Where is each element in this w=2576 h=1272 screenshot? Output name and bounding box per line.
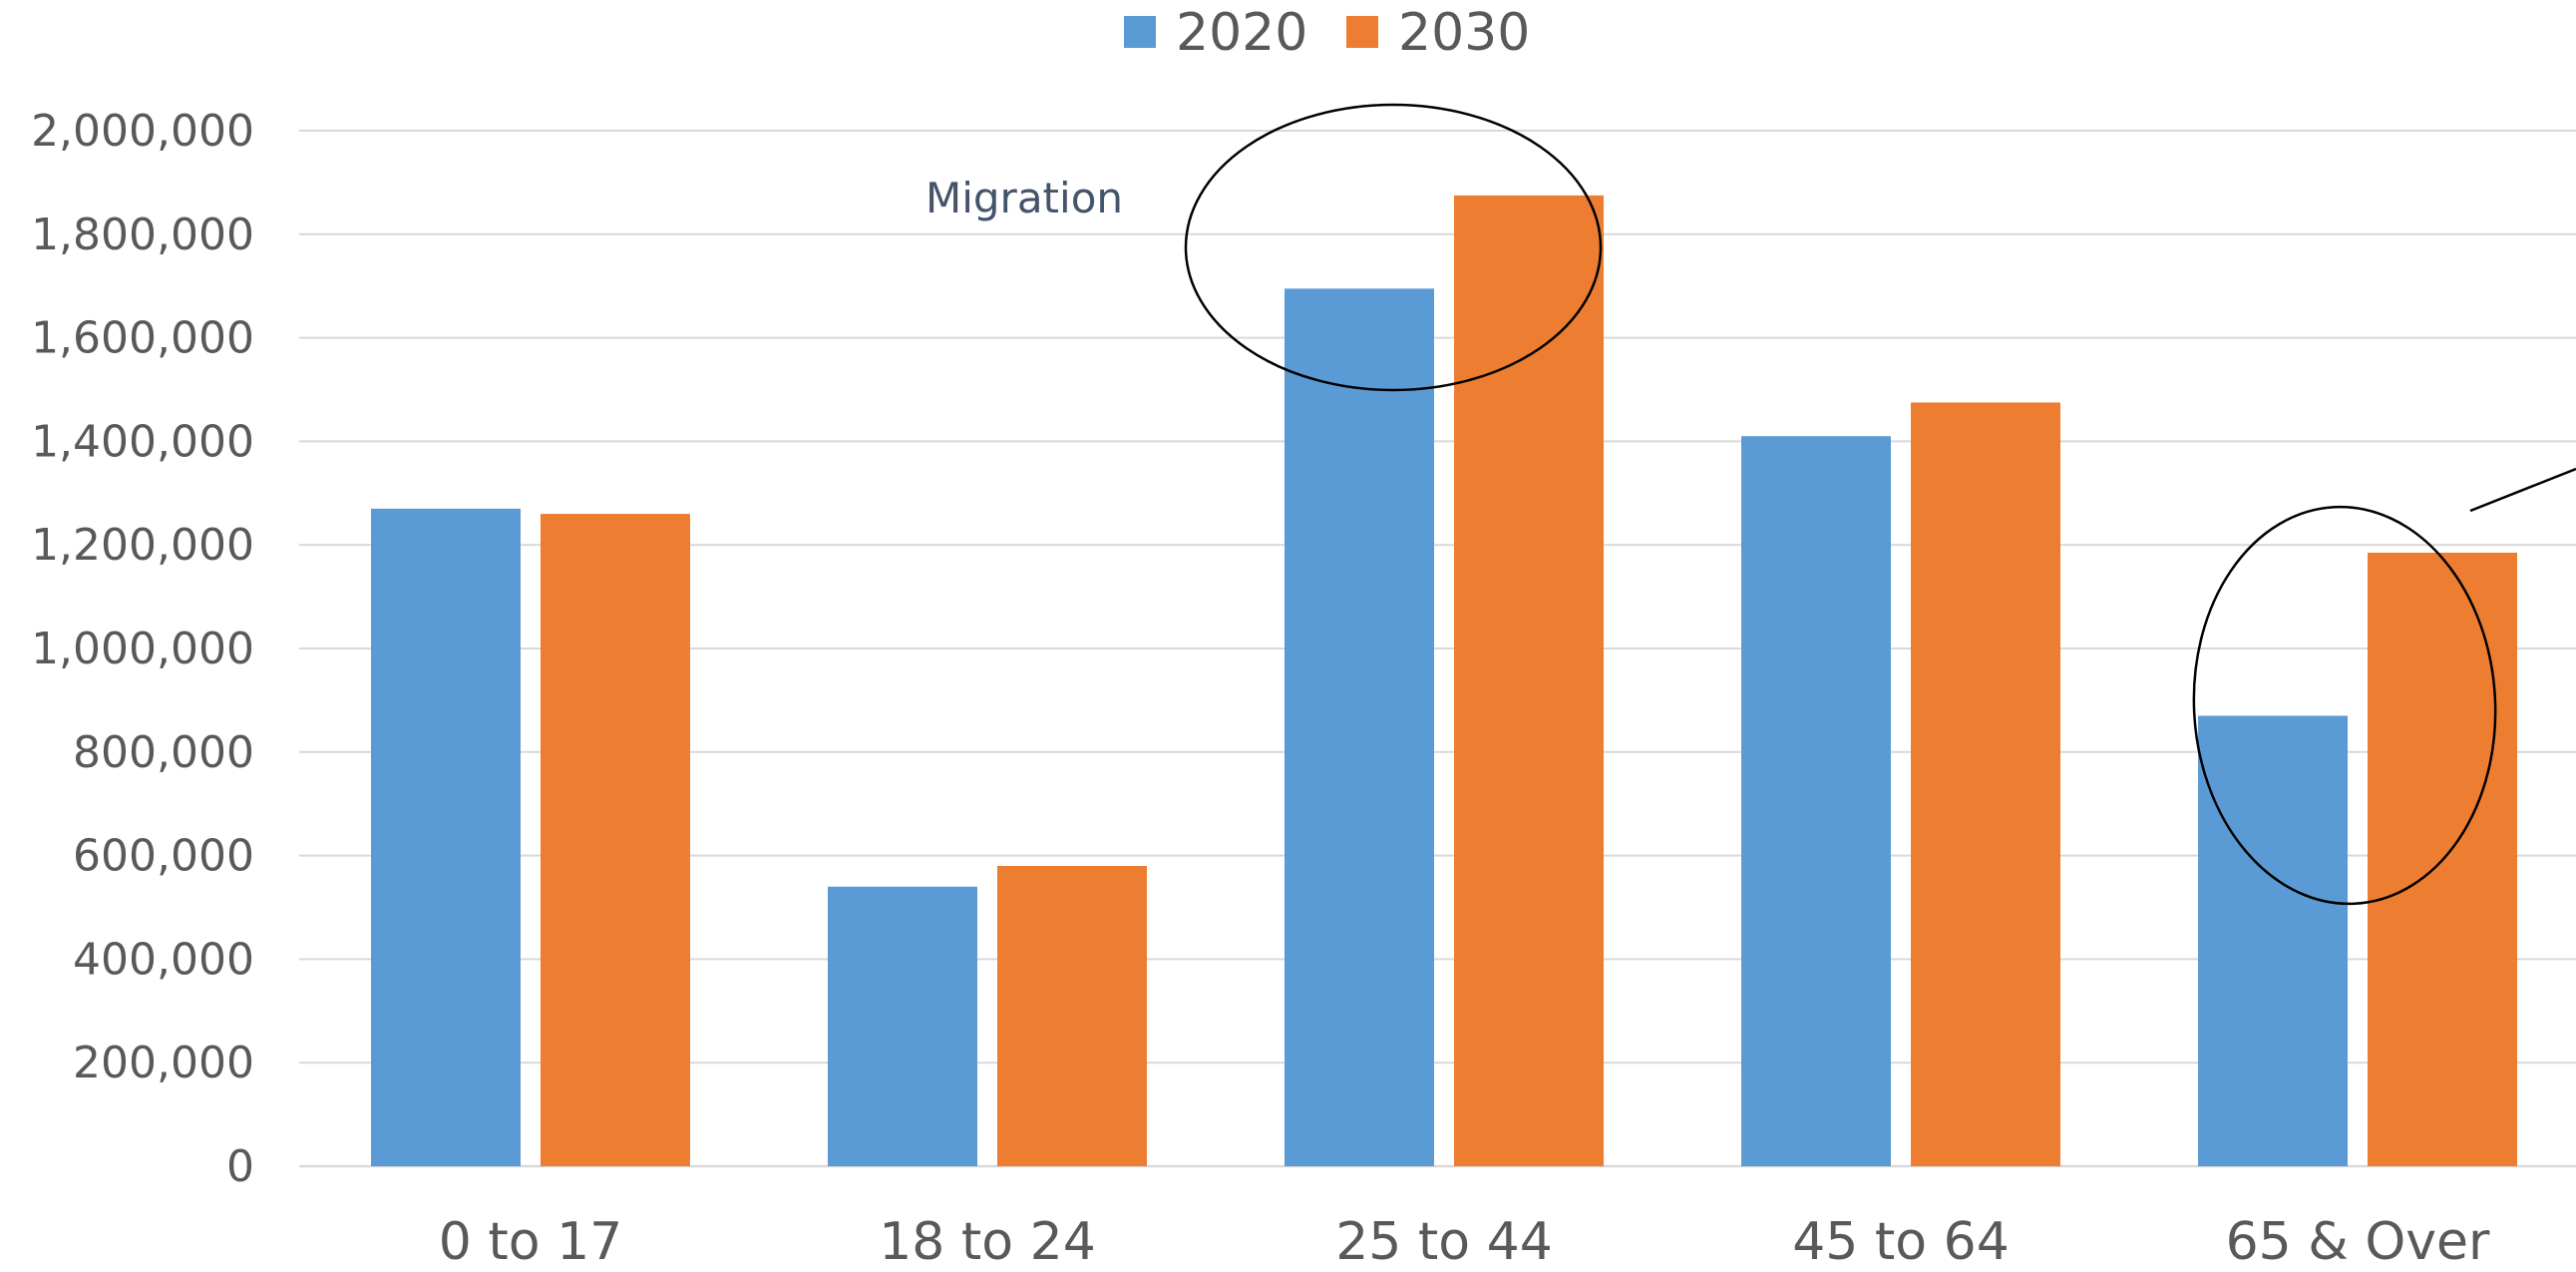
y-tick-label: 2,000,000 — [31, 106, 254, 157]
x-category-label: 45 to 64 — [1792, 1212, 2010, 1272]
y-tick-label: 1,400,000 — [31, 416, 254, 467]
x-category-label: 65 & Over — [2226, 1212, 2490, 1272]
migration-highlight-ellipse — [1184, 103, 1603, 392]
legend-label-2020: 2020 — [1176, 3, 1307, 63]
bar-2030-1 — [997, 865, 1147, 1166]
seniors-highlight-ellipse — [2192, 505, 2497, 906]
y-tick-label: 800,000 — [73, 727, 254, 778]
migration-annotation-label: Migration — [925, 174, 1123, 222]
legend-swatch-2020 — [1124, 16, 1156, 48]
bar-2020-2 — [1285, 288, 1434, 1166]
bar-2030-2 — [1454, 195, 1604, 1166]
y-tick-label: 200,000 — [73, 1038, 254, 1088]
y-tick-label: 1,000,000 — [31, 624, 254, 674]
seniors-callout-leader-line — [2469, 467, 2576, 513]
bar-2020-4 — [2198, 715, 2348, 1166]
x-category-label: 18 to 24 — [879, 1212, 1096, 1272]
y-tick-label: 0 — [226, 1141, 254, 1192]
annotations: Migration — [925, 103, 2576, 906]
bar-2020-3 — [1741, 436, 1891, 1167]
bar-2020-1 — [828, 886, 977, 1166]
legend-label-2030: 2030 — [1398, 3, 1530, 63]
x-category-label: 0 to 17 — [439, 1212, 623, 1272]
y-axis-ticks: 0 200,000 400,000 600,000 800,000 1,000,000 1,… — [31, 106, 254, 1192]
y-tick-label: 1,800,000 — [31, 210, 254, 260]
x-category-label: 25 to 44 — [1335, 1212, 1553, 1272]
legend-swatch-2030 — [1346, 16, 1378, 48]
y-tick-label: 1,600,000 — [31, 313, 254, 364]
y-tick-label: 400,000 — [73, 934, 254, 985]
y-tick-label: 1,200,000 — [31, 520, 254, 571]
x-axis-categories: 0 to 17 18 to 24 25 to 44 45 to 64 65 & Over — [439, 1212, 2490, 1272]
bar-2030-0 — [541, 514, 690, 1166]
bars — [371, 195, 2517, 1167]
y-tick-label: 600,000 — [73, 831, 254, 882]
bar-2020-0 — [371, 508, 521, 1166]
legend: 2020 2030 — [1124, 3, 1530, 63]
bar-2030-3 — [1911, 402, 2060, 1167]
